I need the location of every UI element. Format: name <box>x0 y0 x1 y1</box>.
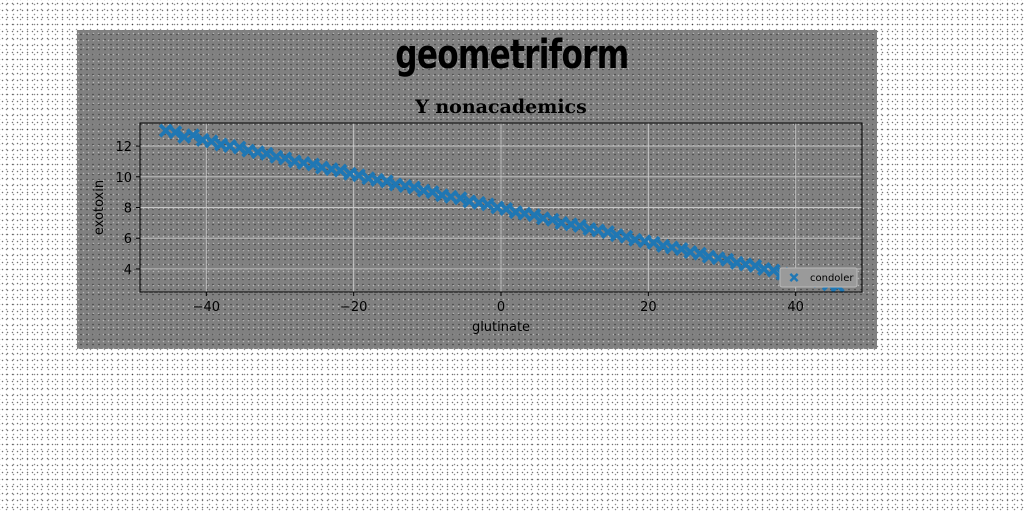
y-tick-label-2: 8 <box>124 202 132 217</box>
data-point-64 <box>748 258 763 273</box>
data-point-3 <box>186 128 201 143</box>
data-point-29 <box>425 185 440 200</box>
data-point-66 <box>766 263 781 278</box>
data-point-35 <box>480 197 495 212</box>
y-tick-label-3: 10 <box>115 171 132 186</box>
legend-label-condoler: condoler <box>810 273 854 284</box>
data-point-19 <box>333 163 348 178</box>
data-point-45 <box>572 218 587 233</box>
data-point-5 <box>204 134 219 149</box>
data-point-48 <box>600 225 615 240</box>
x-tick-label-1: −20 <box>340 300 367 315</box>
data-point-11 <box>259 146 274 161</box>
scatter-chart: −40 −20 0 20 40 4 6 8 10 12 Y nonacademics glutin… <box>92 96 863 335</box>
chart-title: Y nonacademics <box>414 96 587 118</box>
x-axis-label: glutinate <box>472 320 530 335</box>
data-point-21 <box>351 168 366 183</box>
x-tick-label-0: −40 <box>193 300 220 315</box>
legend-marker-glyph <box>789 273 799 282</box>
data-points <box>158 123 845 293</box>
data-point-27 <box>407 180 422 195</box>
data-point-37 <box>499 202 514 217</box>
y-tick-label-1: 6 <box>124 232 132 247</box>
data-point-58 <box>692 246 707 261</box>
axis-ticks: −40 −20 0 20 40 4 6 8 10 12 <box>115 140 804 315</box>
data-point-32 <box>453 191 468 206</box>
data-point-13 <box>278 151 293 166</box>
figure-panel: geometriform −40 −20 0 20 40 4 6 8 10 12 Y nonaca… <box>77 30 877 349</box>
legend: condoler <box>779 267 858 288</box>
y-tick-label-4: 12 <box>115 140 132 155</box>
data-point-56 <box>674 241 689 256</box>
data-point-1 <box>168 125 183 140</box>
data-point-24 <box>379 174 394 189</box>
figure-suptitle: geometriform <box>395 32 629 78</box>
x-tick-label-2: 0 <box>497 300 505 315</box>
data-point-8 <box>232 140 247 155</box>
x-tick-label-4: 40 <box>787 300 804 315</box>
x-tick-label-3: 20 <box>640 300 657 315</box>
data-point-53 <box>646 235 661 250</box>
y-tick-label-0: 4 <box>124 263 132 278</box>
data-point-42 <box>545 212 560 227</box>
y-axis-label: exotoxin <box>92 180 107 235</box>
data-point-16 <box>306 157 321 172</box>
data-point-40 <box>527 208 542 223</box>
data-point-61 <box>720 252 735 267</box>
legend-box <box>779 267 858 288</box>
data-point-50 <box>619 229 634 244</box>
legend-marker-x <box>789 273 799 282</box>
